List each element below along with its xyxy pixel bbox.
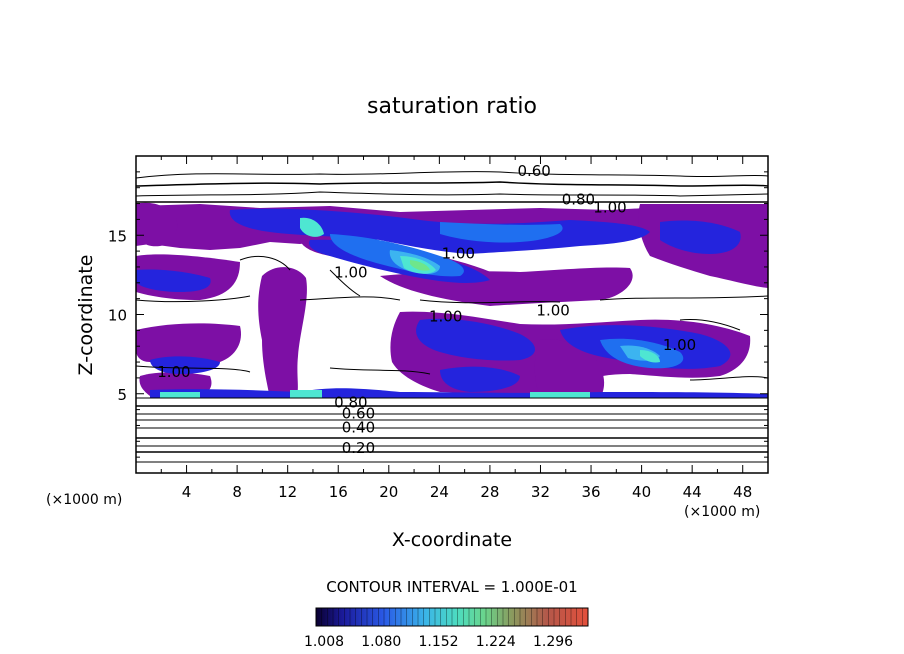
colorbar-tick-label: 1.008: [304, 634, 344, 650]
contour-label: 0.80: [562, 190, 595, 208]
cyan-peak: [160, 390, 590, 398]
blue-region: [136, 269, 211, 292]
x-tick-label: 12: [278, 483, 297, 501]
x-tick-label: 16: [329, 483, 348, 501]
y-axis-label: Z-coordinate: [75, 255, 97, 376]
green-peak: [410, 260, 430, 271]
y-tick-label: 15: [108, 227, 127, 245]
x-tick-label: 28: [480, 483, 499, 501]
chart-title: saturation ratio: [367, 94, 537, 119]
contour-label: 1.00: [442, 244, 475, 262]
colorbar-tick-label: 1.080: [361, 634, 401, 650]
supersat-region: [136, 202, 178, 247]
blue-region: [229, 208, 650, 254]
colorbar-tick-label: 1.296: [533, 634, 573, 650]
contour-label: 0.80: [334, 393, 367, 411]
colorbar-ticks: 1.008 1.080 1.152 1.224 1.296: [304, 634, 573, 650]
x-tick-label: 20: [379, 483, 398, 501]
contour-labels: 0.600.801.001.001.001.00 1.001.001.000.80…: [157, 162, 696, 457]
contour-label: 1.00: [429, 308, 462, 326]
contour-label: 1.00: [663, 336, 696, 354]
contour-label: 0.20: [342, 439, 375, 457]
blue-region: [416, 318, 535, 361]
x-tick-label: 40: [632, 483, 651, 501]
contour-line: [136, 365, 768, 381]
x-tick-label: 32: [531, 483, 550, 501]
y-axis: 5 10 15: [108, 171, 768, 458]
colorbar-tick-label: 1.224: [476, 634, 516, 650]
x-tick-label: 8: [232, 483, 242, 501]
blue-region: [440, 366, 520, 392]
contour-label: 1.00: [593, 198, 626, 216]
contour-label: 0.60: [517, 162, 550, 180]
cyan-peak: [300, 217, 324, 237]
x-axis: 4 8 12 16 20 24 28 32 36 40 44 48: [160, 156, 752, 501]
y-tick-label: 10: [108, 307, 127, 325]
blue-region: [150, 356, 220, 374]
contour-label: 0.60: [342, 404, 375, 422]
supersat-region: [534, 339, 605, 398]
x-tick-label: 48: [733, 483, 752, 501]
colorbar-segments: [321, 608, 583, 626]
y-tick-label: 5: [117, 386, 127, 404]
x-unit-label: (×1000 m): [684, 504, 760, 520]
x-tick-label: 36: [581, 483, 600, 501]
blue-region: [660, 220, 741, 254]
light-blue-core: [440, 222, 563, 243]
contour-label: 1.00: [536, 301, 569, 319]
z-unit-label: (×1000 m): [46, 492, 122, 508]
contour-line: [136, 191, 768, 197]
contour-line: [136, 295, 768, 304]
contour-line: [136, 181, 768, 187]
x-tick-label: 44: [683, 483, 702, 501]
contour-line: [239, 255, 741, 331]
saturation-field: [136, 171, 768, 463]
x-axis-label: X-coordinate: [392, 529, 512, 551]
contour-label: 0.40: [342, 419, 375, 437]
contour-lines: [136, 171, 768, 463]
contour-label: 1.00: [334, 263, 367, 281]
supersat-region: [136, 323, 242, 364]
x-tick-label: 4: [182, 483, 192, 501]
x-tick-label: 24: [430, 483, 449, 501]
contour-line: [136, 171, 768, 179]
supersat-column: [258, 267, 307, 398]
colorbar-tick-label: 1.152: [418, 634, 458, 650]
contour-interval-text: CONTOUR INTERVAL = 1.000E-01: [326, 578, 577, 596]
cyan-peak: [640, 350, 660, 363]
contour-label: 1.00: [157, 363, 190, 381]
